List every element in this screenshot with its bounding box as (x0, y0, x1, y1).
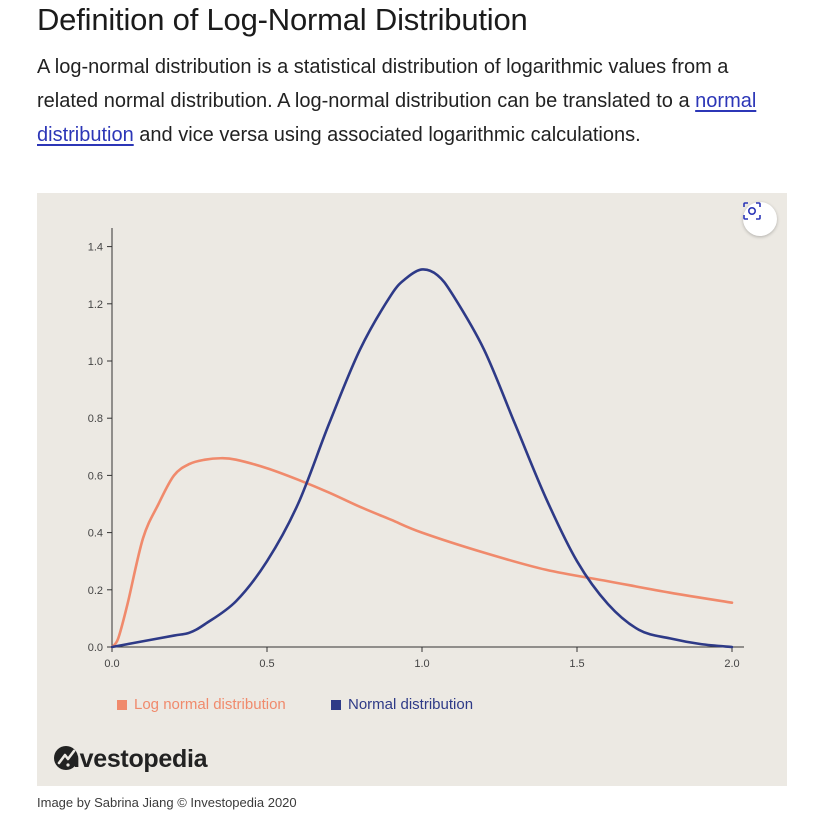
x-tick-label: 1.5 (569, 658, 584, 670)
x-tick-label: 0.5 (259, 658, 274, 670)
normal-curve (110, 268, 734, 649)
x-tick-label: 1.0 (414, 658, 429, 670)
y-tick-label: 1.2 (88, 299, 103, 311)
article-heading: Definition of Log-Normal Distribution (37, 2, 528, 37)
legend-item-log-normal: Log normal distribution (117, 696, 286, 713)
legend-label-normal: Normal distribution (348, 696, 474, 713)
x-tick-label: 0.0 (104, 658, 119, 670)
zoom-scan-icon (743, 202, 761, 220)
legend-item-normal: Normal distribution (331, 696, 473, 713)
x-tick-label: 2.0 (724, 658, 739, 670)
investopedia-logo-text: Investopedia (58, 745, 208, 773)
zoom-button[interactable] (743, 202, 777, 236)
legend-label-log-normal: Log normal distribution (134, 696, 286, 713)
normal-distribution-link[interactable]: normal distribution (37, 90, 757, 146)
y-tick-label: 0.0 (88, 642, 103, 654)
y-tick-label: 0.6 (88, 470, 103, 482)
y-tick-label: 1.0 (88, 356, 103, 368)
investopedia-logo-icon (54, 746, 78, 770)
investopedia-logo: Investopedia (53, 745, 208, 774)
intro-text-2: and vice versa using associated logarith… (133, 124, 641, 146)
intro-paragraph: A log-normal distribution is a statistic… (37, 50, 787, 152)
y-tick-label: 0.8 (88, 413, 103, 425)
log-normal-chart: 0.0 0.2 0.4 0.6 0.8 1.0 1.2 1.4 0.0 0.5 1.0 1.5 2.0 (88, 228, 744, 670)
y-tick-label: 0.4 (88, 528, 103, 540)
log-normal-curve (110, 456, 734, 649)
image-caption: Image by Sabrina Jiang © Investopedia 20… (37, 795, 297, 810)
y-tick-label: 1.4 (88, 242, 103, 254)
legend-swatch-log-normal (117, 699, 127, 710)
legend-swatch-normal (331, 699, 341, 710)
intro-text-1: A log-normal distribution is a statistic… (37, 56, 729, 112)
y-tick-label: 0.2 (88, 585, 103, 597)
chart-figure[interactable]: 0.0 0.2 0.4 0.6 0.8 1.0 1.2 1.4 0.0 0.5 1.0 1.5 2.0 … (37, 193, 787, 786)
